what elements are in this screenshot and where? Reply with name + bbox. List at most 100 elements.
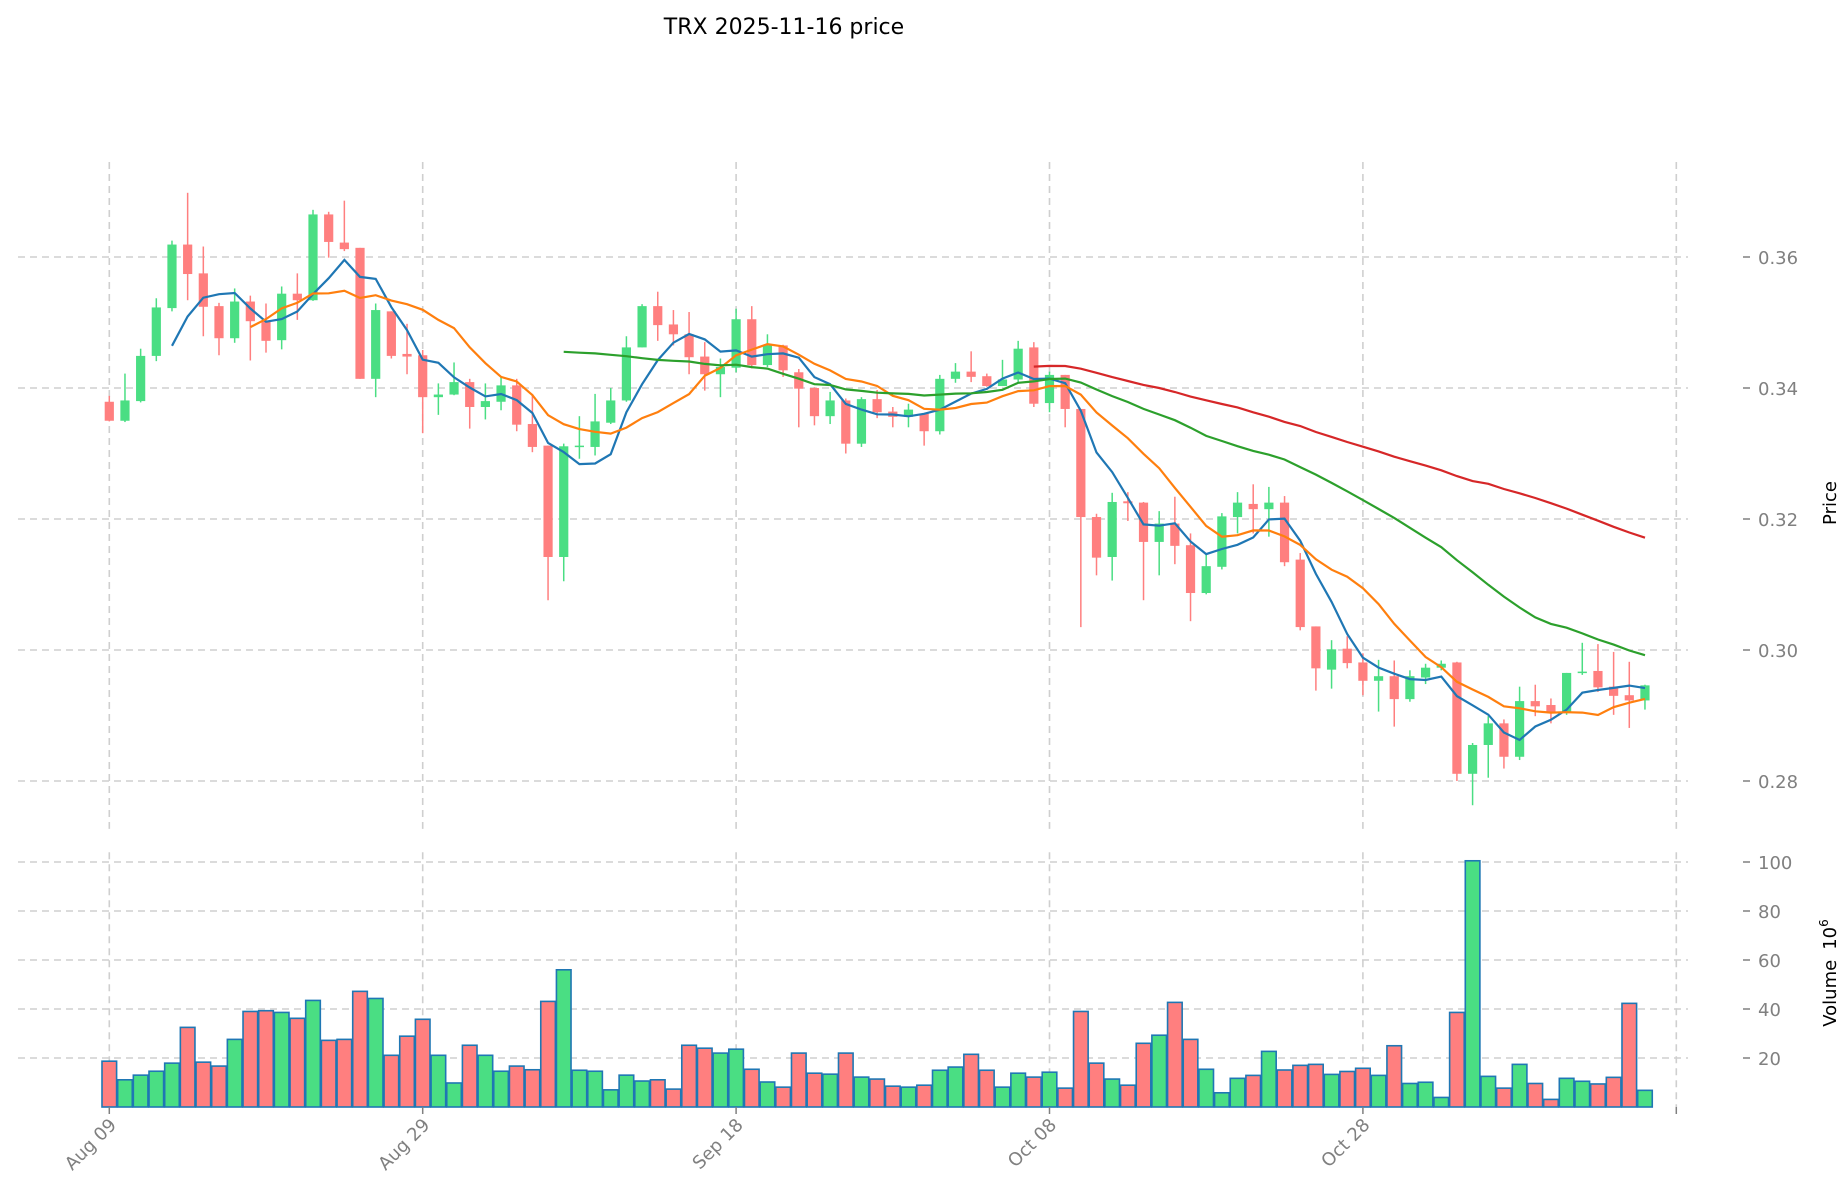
candle-body-down xyxy=(543,445,553,557)
moving-average-30-line xyxy=(563,350,1646,657)
candle-body-up xyxy=(449,382,459,395)
volume-bar xyxy=(304,999,322,1108)
candle-body-down xyxy=(261,321,271,341)
candle-body-up xyxy=(1201,566,1211,594)
candle-body-up xyxy=(559,446,569,557)
volume-tick-label: 60 xyxy=(1758,951,1781,972)
volume-bar xyxy=(900,1086,917,1108)
candle-body-up xyxy=(1577,671,1587,674)
candle-body-up xyxy=(1640,685,1650,701)
candle-body-up xyxy=(1264,502,1274,510)
candle-body-up xyxy=(1232,502,1243,518)
candle-body-down xyxy=(324,214,334,242)
svg-text:Volume106: Volume 106 xyxy=(1817,919,1841,1027)
volume-bar xyxy=(853,1076,870,1108)
candle-body-down xyxy=(1609,686,1619,696)
candle-body-down xyxy=(339,242,349,250)
candle-body-up xyxy=(1420,667,1431,678)
volume-bar xyxy=(179,1026,196,1108)
candle-body-down xyxy=(418,355,428,398)
candle-body-down xyxy=(1499,723,1509,757)
candle-body-down xyxy=(841,400,851,444)
candle-body-down xyxy=(684,334,694,358)
candle-body-up xyxy=(715,367,726,375)
volume-bar xyxy=(1104,1078,1121,1108)
volume-bar xyxy=(916,1084,933,1108)
candle-body-down xyxy=(1170,523,1180,546)
volume-bar xyxy=(743,1068,760,1108)
volume-tick-label: 40 xyxy=(1758,1000,1781,1021)
volume-bar xyxy=(1574,1080,1591,1108)
candle-body-down xyxy=(1452,662,1462,774)
volume-bar xyxy=(994,1086,1011,1108)
volume-bar xyxy=(163,1062,181,1108)
candle-body-down xyxy=(527,424,537,447)
volume-bar xyxy=(586,1070,604,1108)
volume-bar xyxy=(633,1080,651,1108)
candle-body-up xyxy=(1562,672,1572,712)
candle-body-up xyxy=(621,347,632,401)
volume-bar xyxy=(649,1079,666,1108)
volume-bar xyxy=(1088,1062,1105,1108)
volume-bar xyxy=(696,1047,713,1108)
candle-body-down xyxy=(1185,545,1196,594)
price-tick-label: 0.34 xyxy=(1758,379,1798,400)
candle-body-down xyxy=(214,306,224,339)
candle-body-up xyxy=(151,307,161,356)
candle-body-up xyxy=(167,244,177,309)
candle-body-up xyxy=(1405,676,1415,700)
x-tick-label: Oct 08 xyxy=(1004,1115,1061,1172)
candle-body-down xyxy=(1389,676,1399,700)
volume-bar xyxy=(1166,1001,1183,1108)
volume-bar xyxy=(947,1066,964,1108)
candle-body-up xyxy=(1373,676,1384,681)
candle-body-up xyxy=(1436,663,1446,668)
candle-body-down xyxy=(1060,374,1070,409)
volume-bar xyxy=(398,1035,416,1108)
candle-body-up xyxy=(1217,516,1227,567)
volume-bar xyxy=(618,1074,635,1108)
candle-body-up xyxy=(825,400,835,417)
volume-bar xyxy=(555,968,572,1108)
volume-bar xyxy=(1198,1068,1215,1108)
candle-body-down xyxy=(1530,701,1540,707)
volume-bar xyxy=(978,1069,995,1108)
volume-bar xyxy=(1558,1077,1575,1108)
candle-body-up xyxy=(997,379,1008,387)
candle-body-up xyxy=(606,400,616,423)
volume-bar xyxy=(822,1073,839,1108)
candle-body-down xyxy=(1593,670,1603,688)
candle-body-up xyxy=(1515,701,1525,757)
candle-body-up xyxy=(1326,649,1337,670)
candle-body-down xyxy=(355,247,365,379)
volume-bar xyxy=(1025,1076,1042,1108)
volume-bar xyxy=(680,1044,698,1108)
volume-bar xyxy=(1636,1089,1654,1108)
volume-bar xyxy=(289,1017,306,1108)
volume-bar xyxy=(1307,1063,1324,1108)
candle-body-down xyxy=(747,319,757,366)
candle-body-up xyxy=(308,214,318,301)
volume-bar xyxy=(351,990,369,1108)
volume-bar xyxy=(1119,1084,1136,1108)
candle-body-down xyxy=(872,399,882,413)
candle-body-up xyxy=(1154,523,1164,542)
candle-body-up xyxy=(433,394,443,398)
volume-bar xyxy=(1495,1087,1513,1108)
volume-bar xyxy=(273,1011,290,1108)
moving-average-5-line xyxy=(171,258,1646,742)
candle-body-up xyxy=(574,445,584,448)
volume-bar xyxy=(931,1069,948,1108)
volume-bar xyxy=(1354,1067,1371,1108)
candle-body-down xyxy=(794,372,804,389)
candle-body-up xyxy=(637,306,647,348)
volume-bar xyxy=(1464,859,1481,1108)
candle-body-down xyxy=(198,273,208,307)
volume-bar xyxy=(1072,1010,1089,1108)
volume-bar xyxy=(1339,1070,1356,1108)
volume-bar xyxy=(1213,1091,1230,1108)
volume-bar xyxy=(508,1065,525,1108)
candle-body-up xyxy=(1107,501,1117,557)
volume-bar xyxy=(1527,1082,1544,1108)
volume-bar xyxy=(195,1061,212,1108)
